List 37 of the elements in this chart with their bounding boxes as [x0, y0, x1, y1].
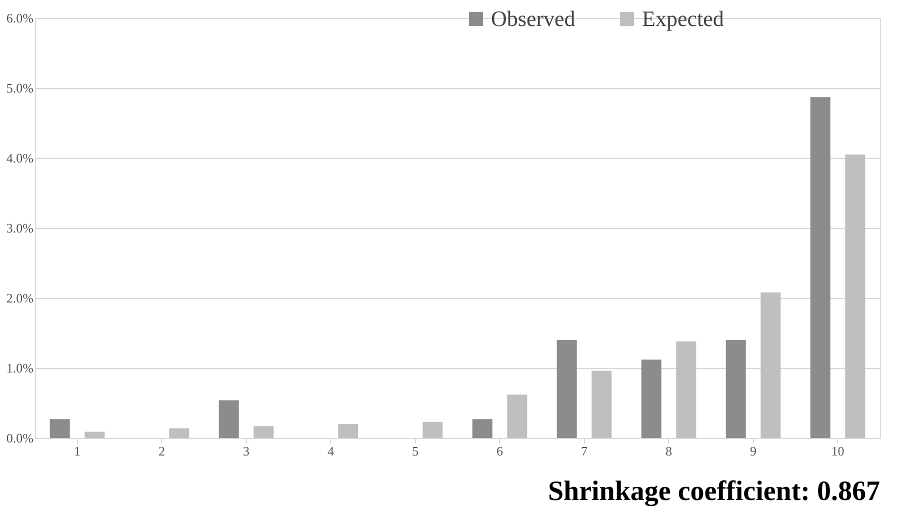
bar — [592, 370, 612, 438]
bar — [845, 154, 866, 438]
bar — [218, 400, 239, 438]
bar — [810, 97, 830, 438]
bar — [422, 422, 443, 438]
x-tick-label: 4 — [328, 444, 334, 458]
y-tick-label: 3.0% — [6, 220, 34, 236]
bar — [254, 426, 274, 438]
bar — [507, 394, 528, 438]
text: Shrinkage coefficient: 0.867 — [548, 476, 880, 507]
y-tick-label: 4.0% — [6, 150, 34, 166]
bar — [676, 341, 696, 438]
bar — [169, 428, 190, 438]
legend-label: Expected — [642, 6, 724, 31]
y-tick-label: 2.0% — [6, 290, 34, 306]
bar — [338, 424, 358, 438]
bar — [50, 419, 70, 438]
y-tick-label: 5.0% — [6, 80, 34, 96]
bar — [760, 292, 781, 438]
bar — [556, 340, 577, 438]
legend-label: Observed — [491, 6, 576, 31]
x-tick-label: 5 — [412, 444, 418, 458]
x-tick-label: 6 — [496, 444, 504, 458]
y-tick-label: 6.0% — [6, 10, 34, 26]
x-tick-label: 7 — [581, 444, 588, 458]
x-tick-label: 1 — [74, 444, 80, 458]
x-tick-label: 10 — [831, 444, 844, 458]
x-tick-label: 9 — [750, 444, 756, 458]
bar — [641, 360, 662, 438]
bar — [726, 340, 746, 438]
bar — [84, 432, 105, 438]
x-tick-label: 2 — [158, 444, 165, 458]
bar — [472, 419, 492, 438]
y-tick-label: 1.0% — [6, 360, 34, 376]
y-tick-label: 0.0% — [6, 430, 34, 446]
x-tick-label: 8 — [666, 444, 672, 458]
x-tick-label: 3 — [243, 444, 250, 458]
